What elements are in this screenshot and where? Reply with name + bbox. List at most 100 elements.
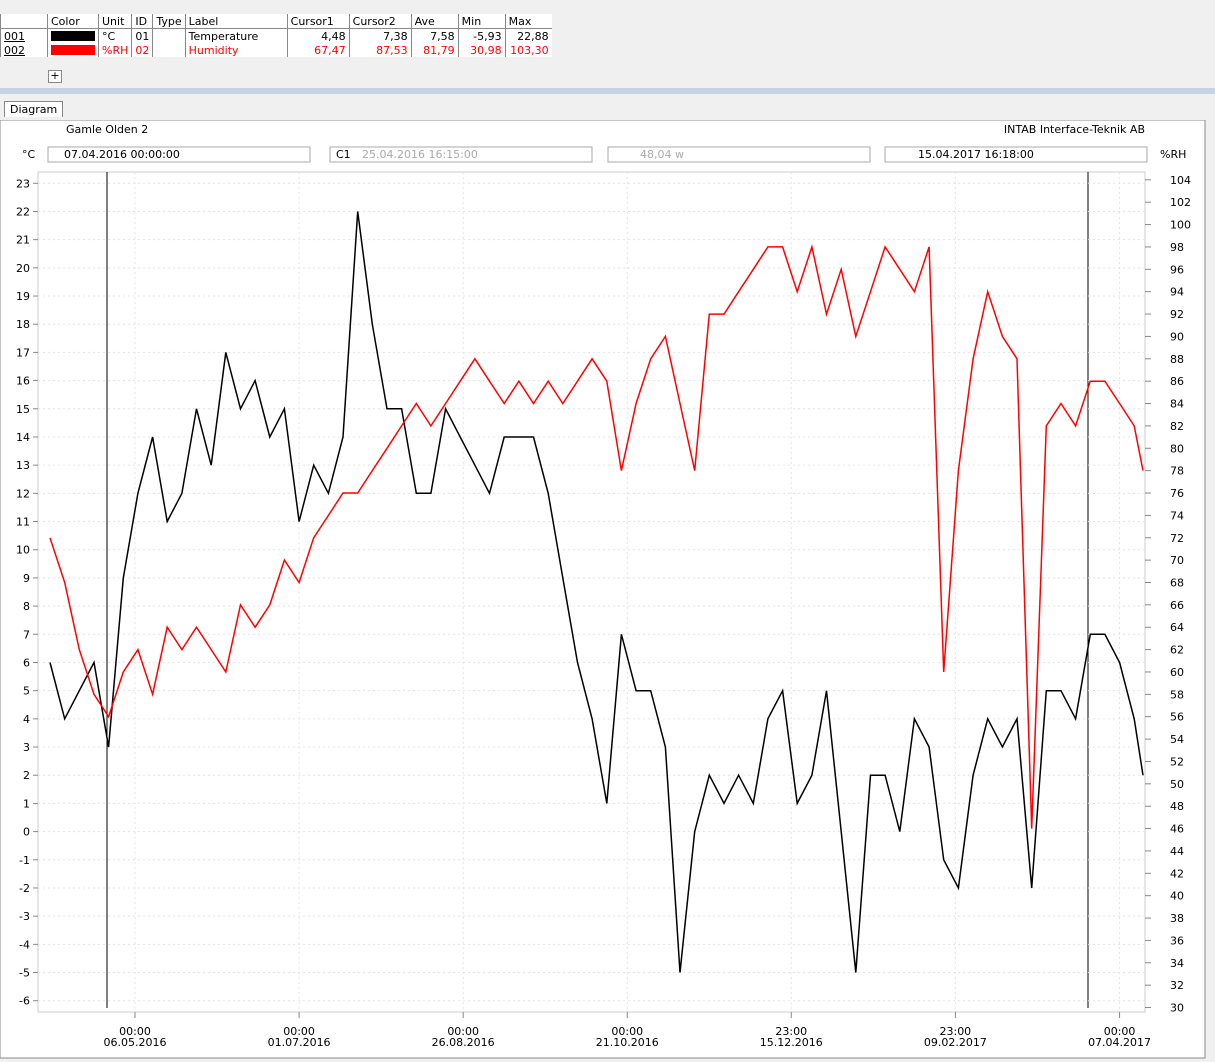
- y2-tick-label: 72: [1170, 532, 1184, 545]
- y-tick-label: -2: [19, 882, 30, 895]
- y2-tick-label: 38: [1170, 912, 1184, 925]
- table-cell: 22,88: [504, 28, 552, 43]
- y-tick-label: 12: [16, 487, 30, 500]
- y-tick-label: 13: [16, 459, 30, 472]
- y-tick-label: 3: [23, 741, 30, 754]
- y2-tick-label: 102: [1170, 196, 1191, 209]
- y2-tick-label: 66: [1170, 599, 1184, 612]
- series-line: [49, 244, 1144, 829]
- column-header: Cursor1: [286, 14, 350, 29]
- cursor-time: 25.04.2016 16:15:00: [362, 148, 478, 161]
- column-header: Label: [184, 14, 288, 29]
- y2-tick-label: 100: [1170, 219, 1191, 232]
- y2-tick-label: 64: [1170, 621, 1184, 634]
- table-cell: 7,38: [348, 28, 412, 43]
- y2-tick-label: 44: [1170, 845, 1184, 858]
- add-button[interactable]: +: [48, 70, 62, 83]
- table-cell: 87,53: [348, 43, 412, 57]
- y-tick-label: 10: [16, 544, 30, 557]
- table-cell: 001: [0, 28, 48, 43]
- column-header: Color: [47, 14, 99, 29]
- channel-table: Color Unit ID Type Label Cursor1 Cursor2 Ave Min…: [0, 14, 552, 57]
- y-tick-label: 19: [16, 290, 30, 303]
- splitter: [0, 88, 1215, 94]
- column-header: Unit: [97, 14, 132, 29]
- y2-tick-label: 42: [1170, 867, 1184, 880]
- y-tick-label: 0: [23, 826, 30, 839]
- cursor-box[interactable]: [329, 146, 593, 163]
- y2-tick-label: 88: [1170, 353, 1184, 366]
- y-tick-label: 6: [23, 656, 30, 669]
- y2-tick-label: 56: [1170, 711, 1184, 724]
- y-tick-label: 22: [16, 205, 30, 218]
- y2-tick-label: 86: [1170, 375, 1184, 388]
- start-box[interactable]: [47, 146, 311, 163]
- x-tick-label: 00:00 07.04.2017: [1088, 1025, 1151, 1049]
- y-tick-label: 2: [23, 769, 30, 782]
- y2-tick-label: 94: [1170, 286, 1184, 299]
- x-tick-label: 23:00 15.12.2016: [760, 1025, 823, 1049]
- y2-tick-label: 74: [1170, 509, 1184, 522]
- series-line: [49, 211, 1144, 973]
- y-tick-label: 4: [23, 713, 30, 726]
- table-cell: 002: [0, 43, 48, 57]
- table-cell: 67,47: [286, 43, 350, 57]
- chart-panel: [0, 120, 1206, 1059]
- table-cell: %RH: [97, 43, 132, 57]
- y2-tick-label: 52: [1170, 755, 1184, 768]
- y-tick-label: -5: [19, 967, 30, 980]
- tab[interactable]: Diagram: [4, 101, 64, 117]
- y-tick-label: 9: [23, 572, 30, 585]
- chart: Gamle Olden 2 INTAB Interface-Teknik AB …: [0, 120, 1206, 1059]
- y2-tick-label: 92: [1170, 308, 1184, 321]
- y-tick-label: 16: [16, 375, 30, 388]
- y-tick-label: 7: [23, 628, 30, 641]
- y2-tick-label: 58: [1170, 688, 1184, 701]
- x-tick-label: 00:00 06.05.2016: [103, 1025, 166, 1049]
- column-header: Cursor2: [348, 14, 412, 29]
- y2-tick-label: 62: [1170, 644, 1184, 657]
- y-tick-label: 5: [23, 685, 30, 698]
- y-tick-label: 11: [16, 516, 30, 529]
- table-cell: [152, 43, 186, 57]
- span-box[interactable]: [607, 146, 871, 163]
- y2-tick-label: 98: [1170, 241, 1184, 254]
- y2-tick-label: 80: [1170, 442, 1184, 455]
- y-tick-label: 17: [16, 346, 30, 359]
- y-axis-label: °C: [22, 148, 36, 161]
- y-tick-label: -1: [19, 854, 30, 867]
- column-header: Type: [152, 14, 186, 29]
- start-time: 07.04.2016 00:00:00: [64, 148, 180, 161]
- table-row: 002 %RH 02 Humidity 67,47 87,53 81,79 30,98 103,…: [0, 43, 552, 57]
- y2-tick-label: 70: [1170, 554, 1184, 567]
- color-swatch: [47, 43, 99, 57]
- x-tick-label: 00:00 21.10.2016: [596, 1025, 659, 1049]
- x-tick-label: 00:00 26.08.2016: [432, 1025, 495, 1049]
- table-row: 001 °C 01 Temperature 4,48 7,38 7,58 -5,93 22,88: [0, 28, 552, 43]
- y2-tick-label: 48: [1170, 800, 1184, 813]
- y2-tick-label: 82: [1170, 420, 1184, 433]
- y2-tick-label: 68: [1170, 576, 1184, 589]
- y2-tick-label: 36: [1170, 934, 1184, 947]
- y-tick-label: -3: [19, 910, 30, 923]
- table-cell: Humidity: [184, 43, 288, 57]
- y2-tick-label: 46: [1170, 823, 1184, 836]
- color-swatch: [47, 28, 99, 43]
- y2-tick-label: 60: [1170, 666, 1184, 679]
- column-header: Min: [457, 14, 506, 29]
- end-time: 15.04.2017 16:18:00: [918, 148, 1034, 161]
- table-cell: °C: [97, 28, 132, 43]
- span: 48,04 w: [640, 148, 684, 161]
- y-tick-label: 15: [16, 403, 30, 416]
- y2-axis-label: %RH: [1160, 148, 1186, 161]
- y2-tick-label: 84: [1170, 398, 1184, 411]
- plot-area: [37, 171, 1146, 1013]
- y2-tick-label: 34: [1170, 957, 1184, 970]
- y2-tick-label: 32: [1170, 979, 1184, 992]
- y-tick-label: -4: [19, 938, 30, 951]
- cursor-label: C1: [336, 148, 351, 161]
- table-cell: [152, 28, 186, 43]
- corner: [0, 14, 48, 29]
- end-box[interactable]: [884, 146, 1148, 163]
